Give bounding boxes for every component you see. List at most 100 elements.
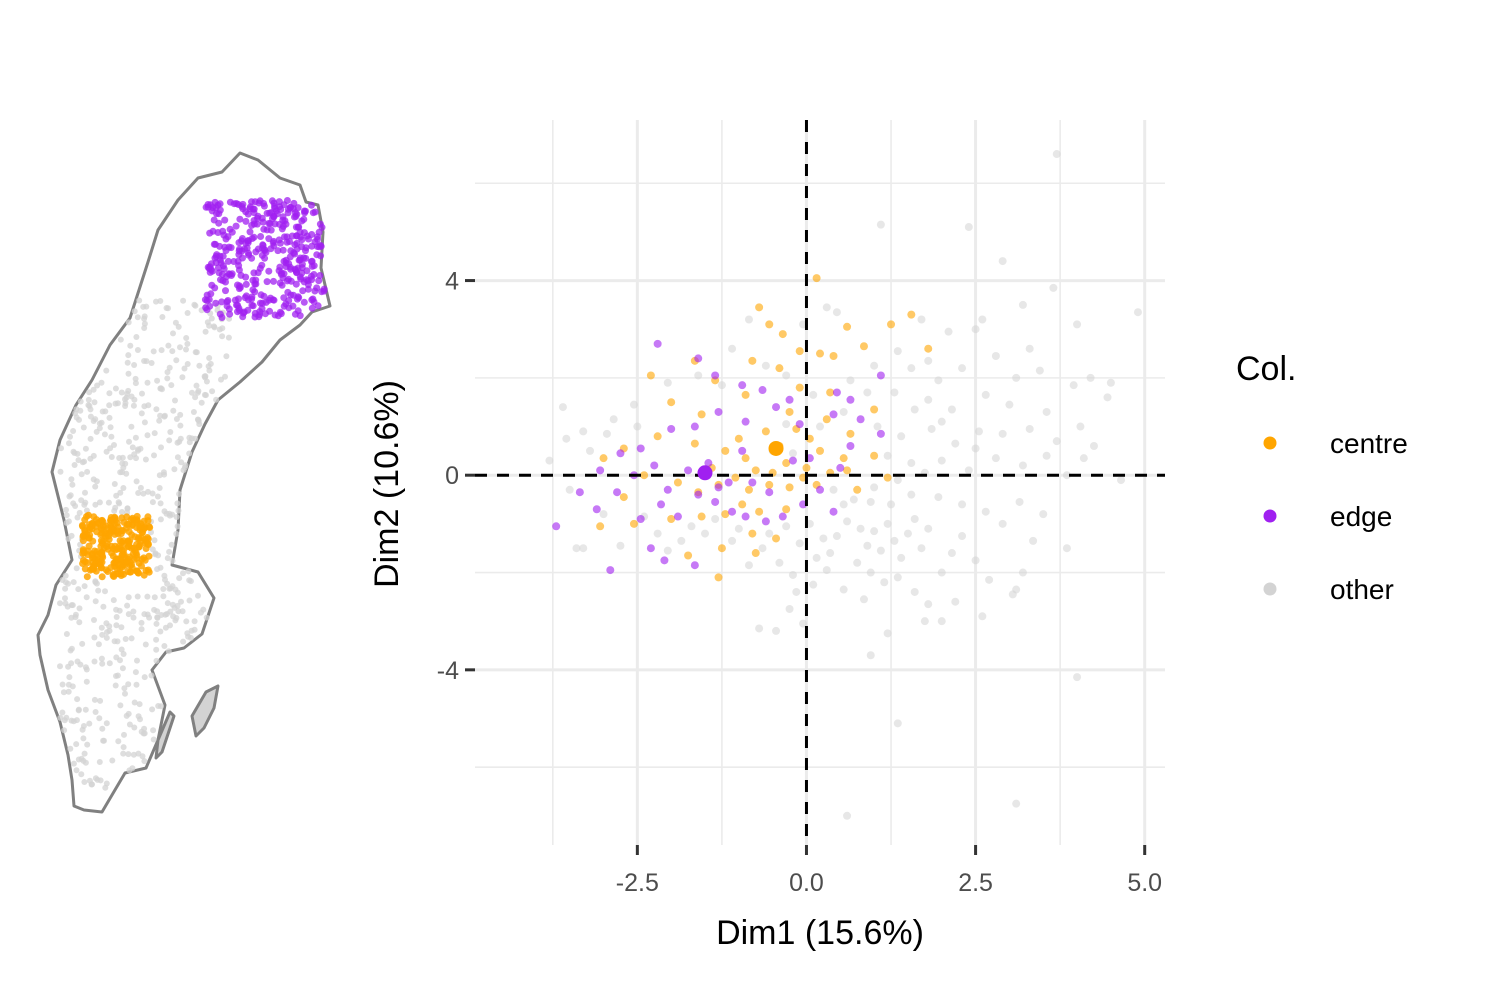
map-dot-edge: [216, 200, 224, 208]
map-dot-other: [106, 660, 113, 667]
map-dot-other: [70, 428, 77, 434]
map-dot-other: [96, 759, 103, 765]
map-dot-edge: [279, 216, 287, 224]
map-dot-other: [96, 499, 103, 506]
point-other: [1018, 300, 1027, 309]
map-dot-other: [175, 608, 182, 615]
map-dot-other: [125, 319, 132, 326]
map-dot-other: [153, 620, 160, 627]
point-other: [927, 424, 936, 433]
map-dot-other: [113, 622, 120, 629]
point-edge: [856, 415, 865, 424]
point-other: [910, 514, 919, 523]
point-other: [917, 544, 926, 553]
point-other: [792, 587, 801, 596]
point-centre: [734, 434, 743, 443]
map-dot-edge: [287, 265, 295, 273]
point-centre: [744, 485, 753, 494]
map-dot-other: [69, 683, 76, 690]
map-dot-edge: [216, 252, 224, 260]
point-other: [839, 407, 848, 416]
map-dot-edge: [218, 270, 226, 278]
map-dot-edge: [308, 258, 315, 266]
map-dot-edge: [222, 247, 230, 254]
map-dot-other: [81, 583, 88, 590]
point-other: [924, 356, 933, 365]
map-dot-other: [74, 514, 81, 521]
map-dot-other: [218, 376, 224, 383]
map-dot-other: [82, 489, 88, 496]
point-edge: [704, 459, 713, 468]
point-centre: [887, 320, 896, 329]
map-dot-edge: [246, 228, 254, 236]
map-dots: [57, 197, 328, 791]
map-dot-other: [125, 751, 132, 758]
point-other: [1106, 378, 1115, 387]
map-dot-other: [166, 437, 173, 444]
map-dot-edge: [212, 299, 220, 307]
map-dot-other: [160, 593, 167, 600]
point-edge: [761, 517, 770, 526]
map-dot-edge: [225, 270, 233, 278]
map-dot-edge: [241, 245, 248, 253]
map-dot-other: [154, 493, 161, 500]
map-dot-other: [180, 467, 187, 474]
map-dot-edge: [304, 285, 312, 293]
point-centre: [795, 347, 804, 356]
map-dot-other: [151, 430, 158, 437]
map-dot-centre: [146, 524, 154, 531]
map-dot-other: [202, 328, 209, 335]
map-dot-other: [103, 634, 110, 641]
map-dot-other: [168, 541, 175, 548]
map-dot-other: [148, 672, 155, 679]
point-other: [677, 536, 686, 545]
map-dot-other: [173, 514, 180, 520]
map-dot-edge: [217, 259, 225, 267]
x-tick-label: 0.0: [789, 869, 824, 897]
point-centre: [721, 510, 730, 519]
map-dot-other: [157, 516, 164, 523]
point-other: [856, 524, 865, 533]
map-dot-other: [186, 597, 193, 604]
map-dot-centre: [126, 537, 134, 545]
y-tick-label: -4: [437, 657, 459, 685]
map-dot-other: [174, 454, 181, 461]
map-dot-other: [117, 336, 124, 343]
map-dot-other: [76, 619, 83, 626]
map-dot-other: [123, 470, 130, 477]
map-dot-other: [57, 663, 63, 670]
map-dot-edge: [239, 309, 247, 317]
map-dot-edge: [284, 205, 292, 213]
point-other: [883, 519, 892, 528]
map-dot-other: [107, 445, 114, 452]
point-centre: [738, 500, 747, 509]
point-centre: [619, 493, 628, 502]
point-other: [907, 459, 916, 468]
point-other: [832, 308, 841, 317]
map-panel: [36, 151, 332, 814]
point-edge: [846, 395, 855, 404]
map-dot-edge: [276, 279, 284, 287]
point-other: [1015, 497, 1024, 506]
map-dot-edge: [285, 297, 293, 305]
map-dot-other: [183, 335, 190, 341]
point-other: [910, 587, 919, 596]
point-edge: [663, 485, 672, 494]
map-dot-other: [125, 370, 132, 377]
point-centre: [853, 485, 862, 494]
map-dot-other: [139, 390, 145, 397]
point-other: [951, 439, 960, 448]
map-dot-other: [208, 315, 215, 322]
map-dot-other: [90, 386, 97, 393]
map-dot-other: [176, 575, 183, 582]
point-other: [826, 549, 835, 558]
map-dot-other: [178, 598, 184, 605]
map-dot-centre: [109, 572, 117, 580]
map-island-oland: [154, 710, 176, 760]
point-other: [822, 303, 831, 312]
map-dot-edge: [250, 205, 258, 213]
map-dot-other: [68, 614, 75, 621]
map-dot-other: [133, 478, 140, 485]
legend-label-centre: centre: [1330, 428, 1408, 459]
map-dot-other: [195, 592, 201, 599]
